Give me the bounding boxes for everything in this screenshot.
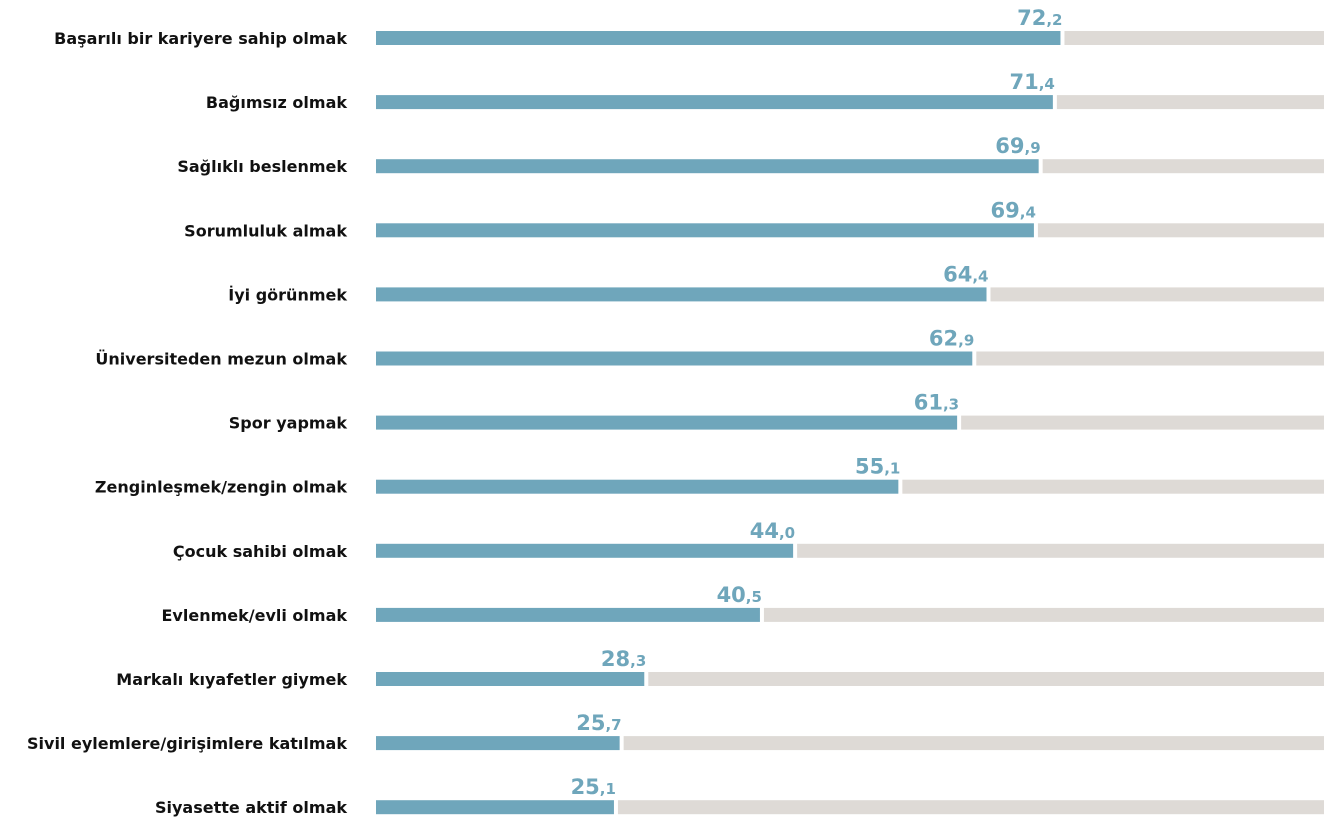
value-label-decimal: ,5 — [746, 588, 762, 606]
value-label-integer: 64 — [943, 262, 972, 286]
value-label-decimal: ,9 — [1025, 139, 1041, 157]
bar-row: İyi görünmek 64,4 — [228, 262, 1324, 304]
bar — [376, 95, 1053, 110]
bar — [376, 415, 958, 430]
category-label: Çocuk sahibi olmak — [173, 542, 347, 561]
value-label-integer: 69 — [991, 198, 1020, 222]
bar — [376, 159, 1039, 174]
bar-track — [763, 607, 1324, 622]
value-label: 64,4 — [943, 262, 988, 286]
category-label: İyi görünmek — [228, 285, 347, 304]
value-label: 25,7 — [576, 711, 621, 735]
value-label-decimal: ,4 — [1039, 75, 1055, 93]
category-label: Sorumluluk almak — [184, 221, 347, 240]
bar — [376, 223, 1034, 238]
value-label: 69,9 — [995, 134, 1040, 158]
category-label: Başarılı bir kariyere sahip olmak — [54, 29, 347, 48]
value-label-integer: 69 — [995, 134, 1024, 158]
bar-row: Evlenmek/evli olmak 40,5 — [162, 583, 1324, 625]
bar-row: Bağımsız olmak 71,4 — [206, 70, 1324, 112]
bar — [376, 31, 1061, 45]
value-label: 25,1 — [571, 775, 616, 799]
bar-row: Markalı kıyafetler giymek 28,3 — [116, 647, 1324, 689]
value-label-decimal: ,4 — [1020, 203, 1036, 221]
value-label: 69,4 — [991, 198, 1036, 222]
bar-track — [990, 287, 1324, 302]
value-label: 44,0 — [750, 519, 795, 543]
category-label: Bağımsız olmak — [206, 93, 347, 112]
category-label: Markalı kıyafetler giymek — [116, 670, 347, 689]
category-label: Üniversiteden mezun olmak — [95, 350, 347, 369]
value-label-decimal: ,9 — [958, 332, 974, 350]
bar — [376, 800, 614, 815]
bar-row: Siyasette aktif olmak 25,1 — [155, 775, 1324, 817]
value-label-decimal: ,7 — [605, 716, 621, 734]
bar-row: Sorumluluk almak 69,4 — [184, 198, 1324, 240]
value-label: 62,9 — [929, 327, 974, 351]
value-label-integer: 72 — [1017, 6, 1046, 30]
bar-track — [1056, 95, 1324, 110]
value-label-integer: 55 — [855, 455, 884, 479]
bar — [376, 607, 760, 622]
value-label-integer: 28 — [601, 647, 630, 671]
value-label-decimal: ,2 — [1046, 11, 1062, 29]
value-label-integer: 25 — [571, 775, 600, 799]
bar-row: Spor yapmak 61,3 — [229, 391, 1324, 433]
value-label-decimal: ,4 — [972, 267, 988, 285]
bar-track — [623, 736, 1324, 751]
category-label: Evlenmek/evli olmak — [162, 606, 348, 625]
bar-track — [1042, 159, 1324, 174]
bar — [376, 351, 973, 366]
bar-track — [797, 543, 1324, 558]
bar — [376, 287, 987, 302]
bar — [376, 672, 645, 686]
value-label: 71,4 — [1009, 70, 1054, 94]
value-label-integer: 62 — [929, 327, 958, 351]
category-label: Sağlıklı beslenmek — [177, 157, 347, 176]
bar-track — [902, 479, 1324, 494]
bar-track — [1064, 31, 1324, 45]
value-label-decimal: ,3 — [943, 396, 959, 414]
bar-row: Çocuk sahibi olmak 44,0 — [173, 519, 1324, 561]
category-label: Zenginleşmek/zengin olmak — [95, 478, 347, 497]
value-label-integer: 40 — [717, 583, 746, 607]
bar-row: Sivil eylemlere/girişimlere katılmak 25,7 — [27, 711, 1324, 753]
value-label-integer: 71 — [1009, 70, 1038, 94]
bar — [376, 479, 899, 494]
bar-row: Başarılı bir kariyere sahip olmak 72,2 — [54, 6, 1324, 48]
value-label: 55,1 — [855, 455, 900, 479]
bar-track — [1037, 223, 1324, 238]
value-label: 28,3 — [601, 647, 646, 671]
bar-track — [617, 800, 1324, 815]
value-label-decimal: ,3 — [630, 652, 646, 670]
bar-row: Üniversiteden mezun olmak 62,9 — [95, 327, 1324, 369]
category-label: Spor yapmak — [229, 414, 348, 433]
category-label: Siyasette aktif olmak — [155, 798, 347, 817]
bar-track — [648, 672, 1324, 686]
bar-track — [976, 351, 1324, 366]
value-label-decimal: ,0 — [779, 524, 795, 542]
bar — [376, 543, 794, 558]
bar-row: Sağlıklı beslenmek 69,9 — [177, 134, 1324, 176]
bar-track — [961, 415, 1324, 430]
value-label-integer: 25 — [576, 711, 605, 735]
value-label-decimal: ,1 — [600, 780, 616, 798]
value-label: 61,3 — [914, 391, 959, 415]
value-label: 72,2 — [1017, 6, 1062, 30]
value-label-integer: 44 — [750, 519, 779, 543]
value-label-decimal: ,1 — [884, 460, 900, 478]
value-label: 40,5 — [717, 583, 762, 607]
bar — [376, 736, 620, 751]
value-label-integer: 61 — [914, 391, 943, 415]
bar-row: Zenginleşmek/zengin olmak 55,1 — [95, 455, 1324, 497]
category-label: Sivil eylemlere/girişimlere katılmak — [27, 734, 347, 753]
